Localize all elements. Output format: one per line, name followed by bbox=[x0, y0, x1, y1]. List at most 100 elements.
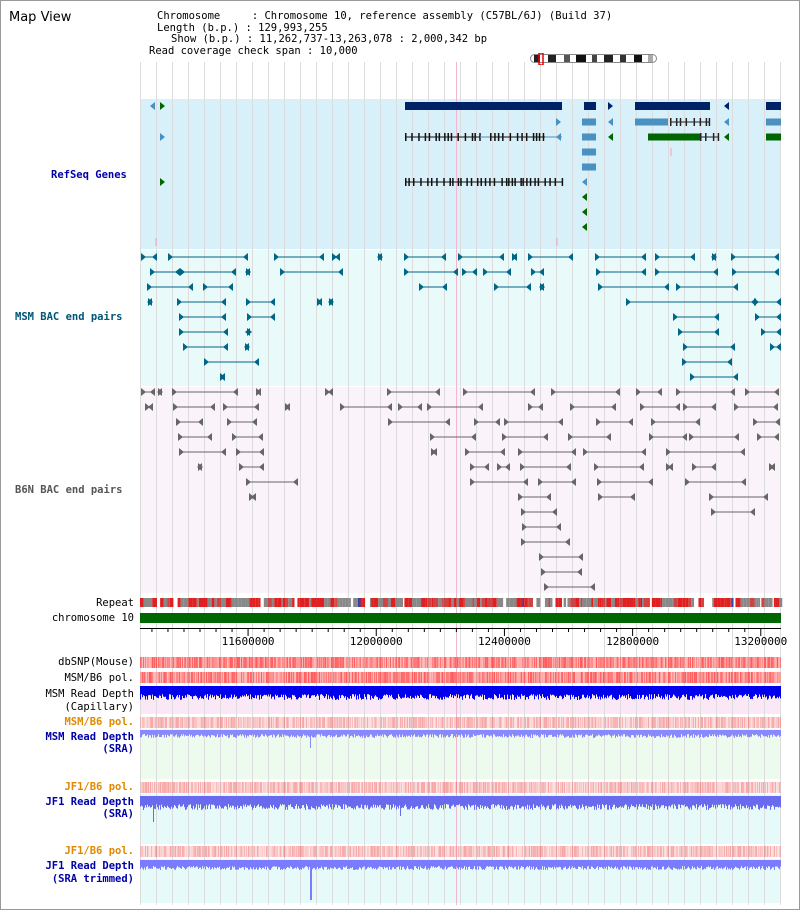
bac-end-arrow-icon bbox=[246, 298, 251, 306]
bac-end-arrow-icon bbox=[203, 283, 208, 291]
bac-end-arrow-icon bbox=[388, 418, 393, 426]
track-label-chromosome[interactable]: chromosome 10 bbox=[51, 612, 134, 624]
bac-end-arrow-icon bbox=[578, 553, 583, 561]
gene-block[interactable] bbox=[582, 118, 596, 126]
msm-bac-end-pairs bbox=[141, 253, 781, 381]
bac-end-arrow-icon bbox=[245, 328, 250, 336]
bac-end-arrow-icon bbox=[733, 373, 738, 381]
bac-end-arrow-icon bbox=[770, 343, 775, 351]
track-label-dbsnp[interactable]: dbSNP(Mouse) bbox=[58, 656, 134, 668]
gene-strand-arrow-icon[interactable] bbox=[556, 118, 561, 126]
gene-strand-arrow-icon[interactable] bbox=[724, 133, 729, 141]
bac-end-arrow-icon bbox=[417, 403, 422, 411]
gene-block[interactable] bbox=[766, 133, 781, 141]
gene-block[interactable] bbox=[766, 118, 781, 126]
gene-strand-arrow-icon[interactable] bbox=[150, 102, 155, 110]
bac-end-arrow-icon bbox=[774, 253, 779, 261]
chromosome-line: Chromosome : Chromosome 10, reference as… bbox=[157, 10, 613, 22]
bac-end-arrow-icon bbox=[596, 268, 601, 276]
track-label-jf1-b6-pol[interactable]: JF1/B6 pol. bbox=[64, 781, 134, 793]
gene-transcript[interactable] bbox=[635, 102, 710, 110]
track-label-jf1-b6-pol-trim[interactable]: JF1/B6 pol. bbox=[64, 845, 134, 857]
bac-end-arrow-icon bbox=[512, 253, 517, 261]
gene-block[interactable] bbox=[648, 133, 700, 141]
grid-lines bbox=[140, 62, 781, 905]
track-label-msm-depth-cap-sub: (Capillary) bbox=[64, 701, 134, 713]
track-label-msm-depth-cap[interactable]: MSM Read Depth bbox=[45, 688, 134, 700]
bac-end-arrow-icon bbox=[340, 403, 345, 411]
gene-strand-arrow-icon[interactable] bbox=[160, 102, 165, 110]
bac-end-arrow-icon bbox=[398, 403, 403, 411]
bac-end-arrow-icon bbox=[526, 283, 531, 291]
track-label-b6n-bac[interactable]: B6N BAC end pairs bbox=[15, 484, 123, 496]
gene-strand-arrow-icon[interactable] bbox=[582, 178, 587, 186]
gene-strand-arrow-icon[interactable] bbox=[582, 208, 587, 216]
bac-end-arrow-icon bbox=[441, 253, 446, 261]
chromosome-bar[interactable] bbox=[140, 613, 781, 623]
bac-end-arrow-icon bbox=[695, 418, 700, 426]
gene-strand-arrow-icon[interactable] bbox=[608, 102, 613, 110]
bac-end-arrow-icon bbox=[141, 253, 146, 261]
gene-block[interactable] bbox=[582, 163, 596, 171]
bac-end-arrow-icon bbox=[745, 388, 750, 396]
gene-transcript[interactable] bbox=[405, 102, 562, 110]
gene-transcript[interactable] bbox=[766, 102, 781, 110]
bac-end-arrow-icon bbox=[178, 433, 183, 441]
bac-end-arrow-icon bbox=[761, 328, 766, 336]
gene-transcript[interactable] bbox=[584, 102, 596, 110]
bac-end-arrow-icon bbox=[570, 403, 575, 411]
track-label-repeat[interactable]: Repeat bbox=[96, 597, 134, 609]
chromosome-ideogram[interactable] bbox=[530, 53, 660, 65]
bac-end-arrow-icon bbox=[668, 463, 673, 471]
bac-end-arrow-icon bbox=[639, 463, 644, 471]
bac-end-arrow-icon bbox=[565, 538, 570, 546]
gene-strand-arrow-icon[interactable] bbox=[556, 133, 561, 141]
bac-end-arrow-icon bbox=[628, 418, 633, 426]
gene-strand-arrow-icon[interactable] bbox=[160, 133, 165, 141]
bac-end-arrow-icon bbox=[655, 268, 660, 276]
bac-end-arrow-icon bbox=[175, 268, 180, 276]
track-label-msm-bac[interactable]: MSM BAC end pairs bbox=[15, 311, 123, 323]
gene-strand-arrow-icon[interactable] bbox=[724, 102, 729, 110]
bac-end-arrow-icon bbox=[328, 298, 333, 306]
gene-strand-arrow-icon[interactable] bbox=[160, 178, 165, 186]
gene-block[interactable] bbox=[635, 118, 668, 126]
bac-end-arrow-icon bbox=[538, 403, 543, 411]
track-label-jf1-depth[interactable]: JF1 Read Depth bbox=[45, 796, 134, 808]
bac-end-arrow-icon bbox=[150, 268, 155, 276]
track-label-jf1-trim[interactable]: JF1 Read Depth bbox=[45, 860, 134, 872]
gene-strand-arrow-icon[interactable] bbox=[608, 133, 613, 141]
bac-end-arrow-icon bbox=[179, 448, 184, 456]
track-label-jf1-depth-sub: (SRA) bbox=[102, 808, 134, 820]
bac-end-arrow-icon bbox=[648, 478, 653, 486]
bac-end-arrow-icon bbox=[505, 463, 510, 471]
bac-end-arrow-icon bbox=[709, 493, 714, 501]
bac-end-arrow-icon bbox=[231, 268, 236, 276]
bac-end-arrow-icon bbox=[676, 283, 681, 291]
bac-end-arrow-icon bbox=[179, 328, 184, 336]
bac-end-arrow-icon bbox=[734, 433, 739, 441]
bac-end-arrow-icon bbox=[227, 418, 232, 426]
gene-block[interactable] bbox=[582, 133, 596, 141]
track-label-msm-depth-sra[interactable]: MSM Read Depth bbox=[45, 731, 134, 743]
gene-strand-arrow-icon[interactable] bbox=[608, 118, 613, 126]
gene-strand-arrow-icon[interactable] bbox=[582, 223, 587, 231]
track-label-refseq[interactable]: RefSeq Genes bbox=[51, 169, 127, 181]
bac-end-arrow-icon bbox=[682, 358, 687, 366]
bac-end-arrow-icon bbox=[566, 463, 571, 471]
track-label-msm-b6-pol-sra[interactable]: MSM/B6 pol. bbox=[64, 716, 134, 728]
bac-end-arrow-icon bbox=[682, 433, 687, 441]
bac-end-arrow-icon bbox=[611, 403, 616, 411]
bac-end-arrow-icon bbox=[198, 418, 203, 426]
bac-end-arrow-icon bbox=[280, 268, 285, 276]
track-label-msm-b6-pol[interactable]: MSM/B6 pol. bbox=[64, 672, 134, 684]
gene-strand-arrow-icon[interactable] bbox=[724, 118, 729, 126]
bac-end-arrow-icon bbox=[678, 328, 683, 336]
bac-end-arrow-icon bbox=[453, 268, 458, 276]
track-label-msm-depth-sra-sub: (SRA) bbox=[102, 743, 134, 755]
bac-end-arrow-icon bbox=[148, 403, 153, 411]
gene-strand-arrow-icon[interactable] bbox=[582, 193, 587, 201]
bac-end-arrow-icon bbox=[223, 343, 228, 351]
gene-block[interactable] bbox=[582, 148, 596, 156]
